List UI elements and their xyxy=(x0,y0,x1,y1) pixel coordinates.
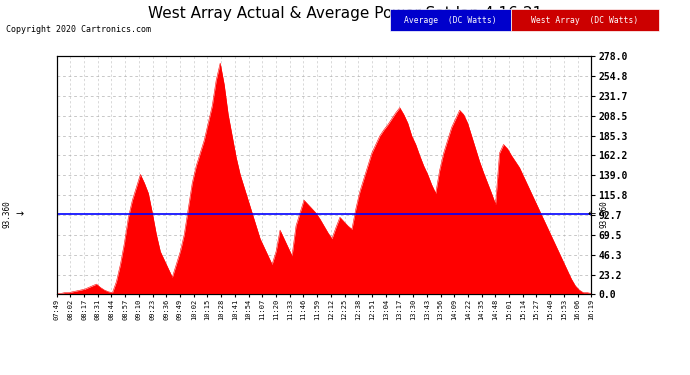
Text: 93.360: 93.360 xyxy=(599,201,609,228)
Text: Average  (DC Watts): Average (DC Watts) xyxy=(404,16,497,25)
Text: West Array Actual & Average Power Sat Jan 4 16:21: West Array Actual & Average Power Sat Ja… xyxy=(148,6,542,21)
Text: ←: ← xyxy=(588,209,596,219)
Text: →: → xyxy=(15,209,23,219)
Text: West Array  (DC Watts): West Array (DC Watts) xyxy=(531,16,638,25)
Text: 93.360: 93.360 xyxy=(2,201,12,228)
Text: Copyright 2020 Cartronics.com: Copyright 2020 Cartronics.com xyxy=(6,26,150,34)
